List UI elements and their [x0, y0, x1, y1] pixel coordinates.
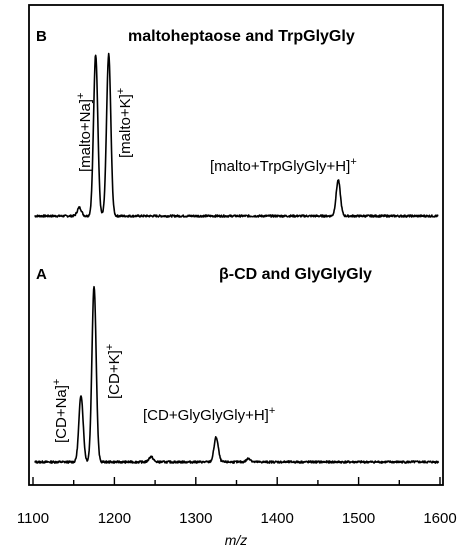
peak-label: [CD+K]+: [104, 344, 123, 399]
peak-label: [CD+GlyGlyGly+H]+: [143, 405, 275, 424]
peak-label-sup: +: [269, 405, 275, 417]
panel-a-letter: A: [36, 266, 47, 283]
x-tick-label: 1300: [179, 510, 212, 527]
panel-a-title: β-CD and GlyGlyGly: [219, 266, 372, 283]
peak-label-sup: +: [115, 88, 127, 94]
panel-b-peak-labels: [malto+Na]+ [malto+K]+ [malto+TrpGlyGly+H]…: [75, 88, 357, 175]
peak-label: [malto+Na]+: [75, 93, 94, 172]
spectrum-trace-a: [34, 285, 440, 464]
x-axis-ticks: 1100 1200 1300 1400 1500 1600: [17, 477, 457, 527]
panel-b-letter: B: [36, 28, 47, 45]
peak-label: [malto+TrpGlyGly+H]+: [210, 156, 357, 175]
x-tick-label: 1400: [261, 510, 294, 527]
peak-label-sup: +: [350, 156, 356, 168]
panel-b-title: maltoheptaose and TrpGlyGly: [128, 28, 355, 45]
x-axis-label: m/z: [225, 532, 248, 548]
x-tick-label: 1500: [342, 510, 375, 527]
x-tick-label: 1600: [423, 510, 456, 527]
peak-label-sup: +: [75, 93, 87, 99]
peak-label-sup: +: [51, 379, 63, 385]
peak-label: [malto+K]+: [115, 88, 134, 158]
peak-label: [CD+Na]+: [51, 379, 70, 443]
x-tick-label: 1100: [17, 510, 49, 527]
panel-a-peak-labels: [CD+Na]+ [CD+K]+ [CD+GlyGlyGly+H]+: [51, 344, 275, 443]
peak-label-sup: +: [104, 344, 116, 350]
x-tick-label: 1200: [98, 510, 131, 527]
spectrum-trace-b: [34, 52, 439, 218]
